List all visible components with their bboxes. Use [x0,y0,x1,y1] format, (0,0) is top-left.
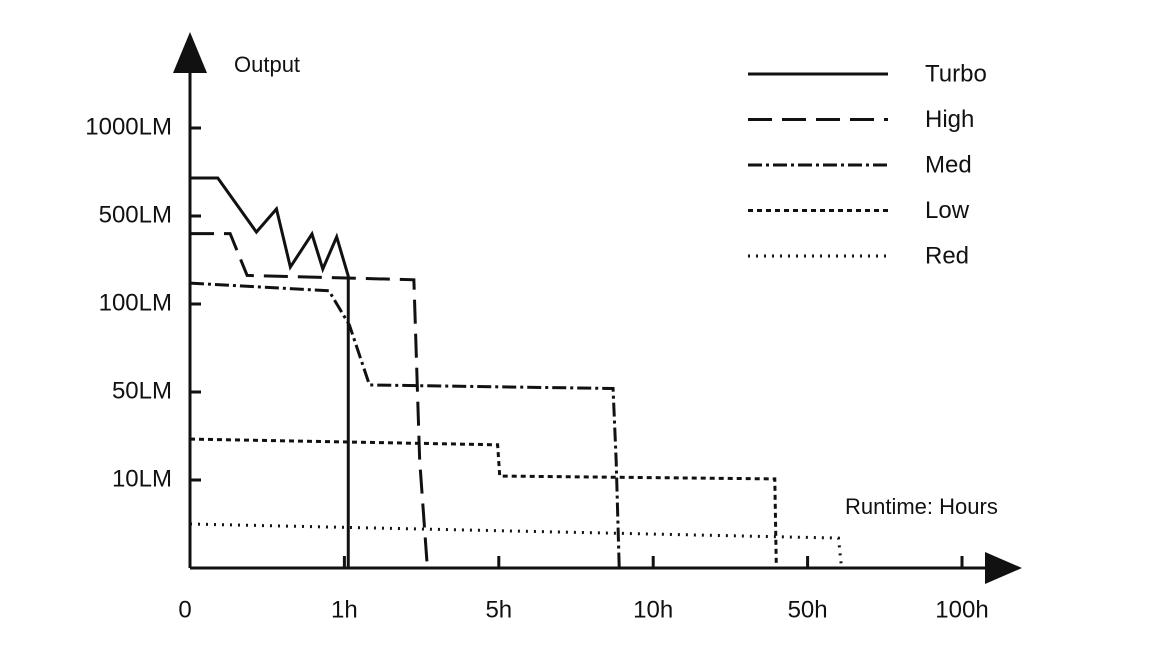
y-axis-label: Output [234,52,300,77]
x-tick-label: 0 [178,596,191,623]
x-tick-label: 5h [485,596,512,623]
x-axis-label: Runtime: Hours [845,494,998,519]
y-tick-label: 10LM [112,465,172,492]
y-tick-label: 100LM [99,289,172,316]
x-tick-label: 1h [331,596,358,623]
x-tick-label: 50h [788,596,828,623]
y-tick-label: 1000LM [85,113,172,140]
series-line [189,522,844,569]
legend-label: Low [925,197,970,224]
series-line [189,437,778,569]
series-line [190,232,429,569]
y-tick-label: 500LM [99,201,172,228]
series-line [190,176,350,568]
series-line [189,281,621,569]
legend-label: High [925,106,974,133]
legend-label: Red [925,242,969,269]
legend-label: Turbo [925,60,987,87]
x-axis-arrow [985,552,1022,584]
y-tick-label: 50LM [112,377,172,404]
y-axis-arrow [173,32,207,73]
x-tick-label: 100h [935,596,988,623]
x-tick-label: 10h [633,596,673,623]
legend-label: Med [925,151,972,178]
